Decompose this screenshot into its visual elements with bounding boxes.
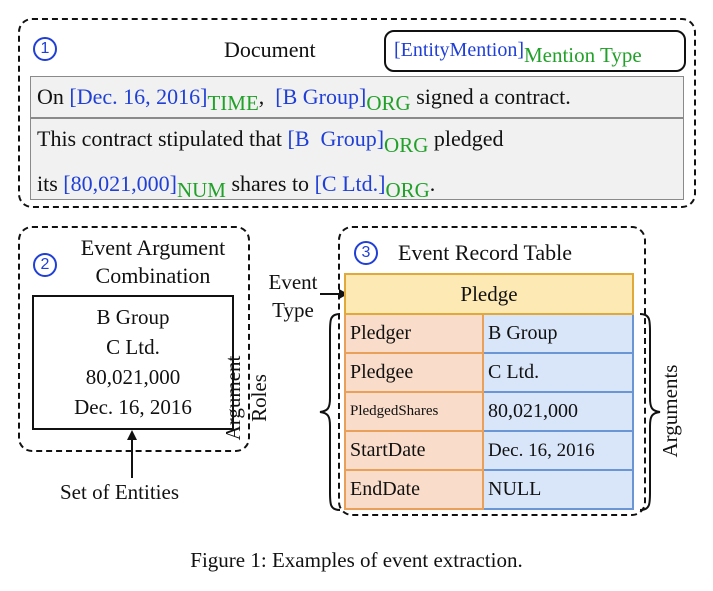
combination-title-line2: Combination [95,263,211,288]
argument-role-cell: Pledger [344,313,484,354]
argument-value-cell: NULL [482,469,634,510]
argument-roles-label-line2: Roles [247,374,271,422]
table-row: Pledger B Group [344,313,634,354]
mention-type: ORG [366,91,411,115]
figure-caption: Figure 1: Examples of event extraction. [190,548,523,572]
argument-role-cell: Pledgee [344,352,484,393]
panel-number-3-icon: 3 [354,241,378,265]
mention-type: TIME [207,91,259,115]
arguments-label: Arguments [658,364,682,458]
sentence-text: its [37,171,64,196]
sentence-text: shares to [225,171,315,196]
set-of-entities-label: Set of Entities [60,480,179,504]
combination-entity: C Ltd. [106,335,160,359]
event-type-arrow-icon [320,289,348,299]
argument-value-cell: B Group [482,313,634,354]
sentence-text: On [37,84,70,109]
argument-value-cell: Dec. 16, 2016 [482,430,634,471]
mention-type: ORG [385,178,430,202]
panel-number-1-icon: 1 [33,37,57,61]
event-type-label-line2: Type [272,298,314,322]
entity-combination-box: B Group C Ltd. 80,021,000 Dec. 16, 2016 [32,295,234,430]
document-sentence-2: This contract stipulated that [B Group]O… [30,118,684,202]
sentence-text: . [429,171,436,196]
entity-mention: [B Group] [287,126,385,151]
combination-title-line1: Event Argument [80,235,226,260]
event-record-panel [338,226,646,516]
entity-mention: [Dec. 16, 2016] [69,84,208,109]
combination-title: Event Argument Combination [58,234,248,290]
sentence-text: This contract stipulated that [37,126,288,151]
entity-mention: [C Ltd.] [314,171,386,196]
combination-entity: 80,021,000 [85,365,181,389]
event-type-label: Event Type [255,268,331,324]
event-record-title: Event Record Table [398,240,572,265]
sentence-text: pledged [428,126,504,151]
event-record-table: Pledge Pledger B Group Pledgee C Ltd. Pl… [344,273,634,510]
argument-value-cell: 80,021,000 [482,391,634,432]
table-row: PledgedShares 80,021,000 [344,391,634,432]
argument-roles-label: Argument Roles [220,328,272,468]
sentence-text: signed a contract. [410,84,571,109]
table-row: EndDate NULL [344,469,634,510]
panel-number-2-icon: 2 [33,253,57,277]
event-type-label-line1: Event [268,270,318,294]
entity-mention: [80,021,000] [63,171,177,196]
legend-mention-type: Mention Type [523,43,642,67]
event-type-cell: Pledge [344,273,634,315]
set-of-entities-arrow-icon [127,430,137,478]
mention-type: ORG [384,133,429,157]
argument-role-cell: StartDate [344,430,484,471]
argument-roles-label-line1: Argument [221,355,245,441]
document-title: Document [224,37,316,62]
combination-entity: Dec. 16, 2016 [74,395,192,419]
argument-value-cell: C Ltd. [482,352,634,393]
document-sentence-1: On [Dec. 16, 2016]TIME, [B Group]ORG sig… [30,76,684,118]
document-panel [18,18,696,208]
entity-mention: [B Group] [275,84,367,109]
argument-combination-panel [18,226,250,452]
table-row: StartDate Dec. 16, 2016 [344,430,634,471]
sentence-text: , [258,84,276,109]
combination-entity: B Group [96,305,170,329]
roles-brace-icon [319,313,341,511]
argument-role-cell: PledgedShares [344,391,484,432]
argument-role-cell: EndDate [344,469,484,510]
table-row: Pledgee C Ltd. [344,352,634,393]
mention-legend: [EntityMention]Mention Type [384,30,686,72]
mention-type: NUM [176,178,226,202]
arguments-brace-icon [639,313,661,511]
legend-entity-mention: [EntityMention] [394,39,524,61]
